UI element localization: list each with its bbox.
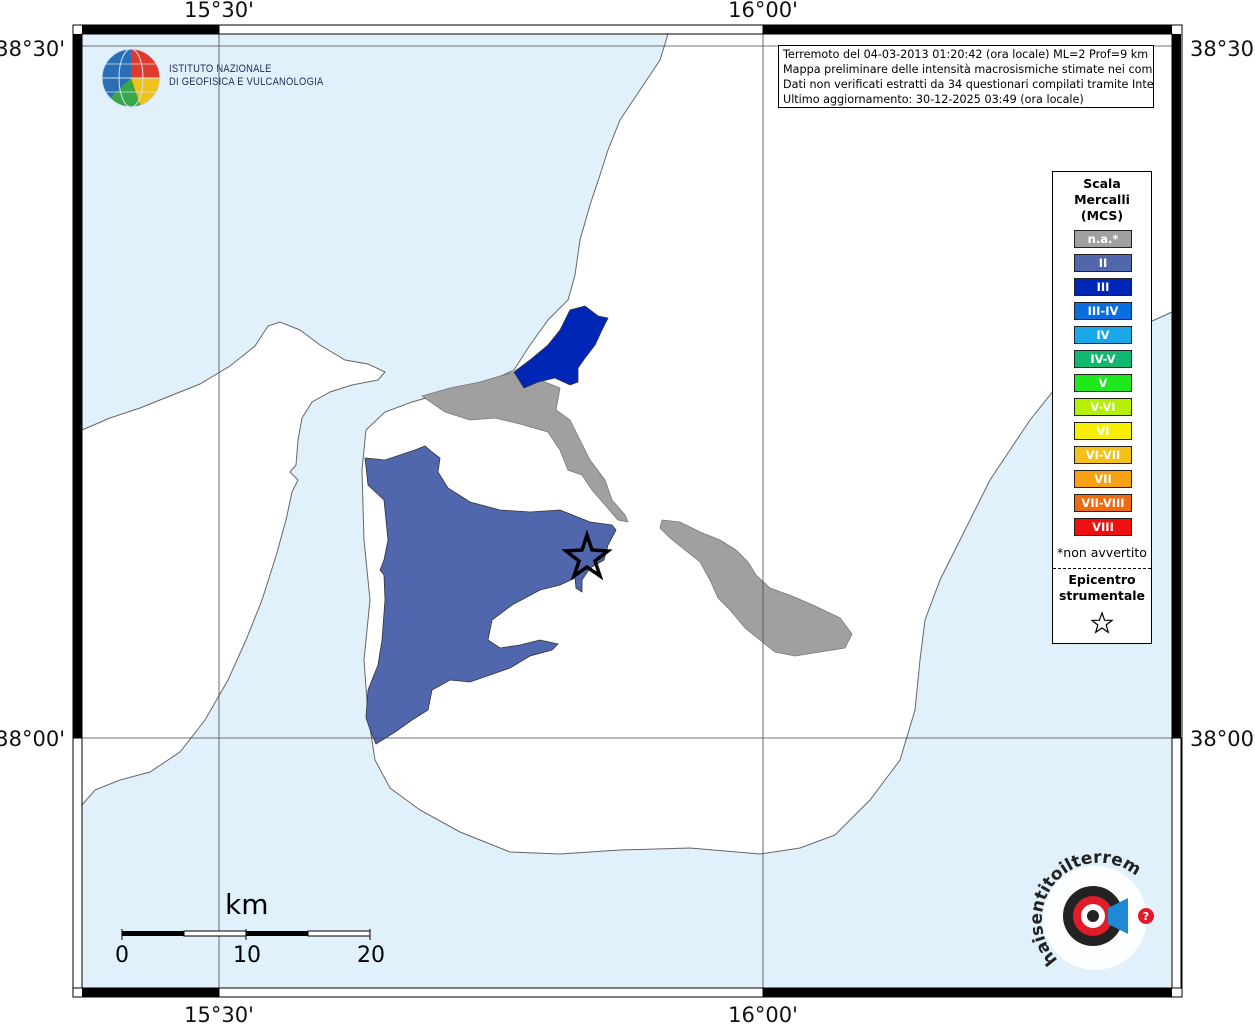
scale-unit: km xyxy=(225,888,269,921)
lon-label-top-left: 15°30' xyxy=(184,0,254,22)
legend-swatch: VI xyxy=(1074,422,1132,440)
legend-swatch: V-VI xyxy=(1074,398,1132,416)
lon-label-bottom-left: 15°30' xyxy=(184,1003,254,1024)
grey-region-east xyxy=(659,519,853,657)
legend-swatch: VIII xyxy=(1074,518,1132,536)
epicenter-legend-label: Epicentro strumentale xyxy=(1053,572,1151,604)
calabria-land xyxy=(361,33,1173,855)
ingv-logo-icon xyxy=(101,48,161,108)
legend-title-line3: (MCS) xyxy=(1080,208,1124,223)
legend-swatch: n.a.* xyxy=(1074,230,1132,248)
epicenter-line1: Epicentro xyxy=(1068,572,1136,587)
map-frame xyxy=(72,24,1183,998)
event-line-3: Dati non verificati estratti da 34 quest… xyxy=(783,78,1154,91)
not-felt-note: *non avvertito xyxy=(1057,545,1147,560)
legend-swatch: II xyxy=(1074,254,1132,272)
event-line-1: Terremoto del 04-03-2013 01:20:42 (ora l… xyxy=(783,48,1149,61)
legend-separator xyxy=(1053,568,1151,569)
legend-title: Scala Mercalli (MCS) xyxy=(1053,176,1151,224)
scale-label-0: 0 xyxy=(115,943,129,968)
legend-title-line2: Mercalli xyxy=(1074,192,1130,207)
lon-label-top-right: 16°00' xyxy=(728,0,798,22)
intensity-II-region xyxy=(364,445,617,745)
mcs-legend: Scala Mercalli (MCS) n.a.* II III III-IV IV I… xyxy=(1052,171,1152,644)
legend-swatch: IV-V xyxy=(1074,350,1132,368)
epicenter-line2: strumentale xyxy=(1058,588,1146,603)
scale-bar xyxy=(121,929,371,940)
grey-region-north xyxy=(421,371,629,523)
sicily-land xyxy=(81,321,386,807)
lat-label-left-top: 38°30' xyxy=(0,37,65,61)
scale-label-10: 10 xyxy=(233,943,261,968)
event-line-2: Mappa preliminare delle intensità macros… xyxy=(783,63,1154,76)
event-info-box: Terremoto del 04-03-2013 01:20:42 (ora l… xyxy=(778,45,1154,108)
legend-title-line1: Scala xyxy=(1083,176,1121,191)
event-line-4: Ultimo aggiornamento: 30-12-2025 03:49 (… xyxy=(783,93,1084,106)
lat-label-right-top: 38°30' xyxy=(1190,37,1255,61)
legend-swatch: VI-VII xyxy=(1074,446,1132,464)
ingv-name: ISTITUTO NAZIONALE DI GEOFISICA E VULCAN… xyxy=(169,63,323,89)
legend-swatch: VII-VIII xyxy=(1074,494,1132,512)
legend-swatch: IV xyxy=(1074,326,1132,344)
graticule xyxy=(82,34,1172,988)
legend-swatch: III-IV xyxy=(1074,302,1132,320)
lat-label-right-bottom: 38°00' xyxy=(1190,727,1255,751)
epicenter-star-icon xyxy=(561,529,613,581)
scale-label-20: 20 xyxy=(357,943,385,968)
svg-text:?: ? xyxy=(1143,910,1149,923)
ingv-line2: DI GEOFISICA E VULCANOLOGIA xyxy=(169,76,324,88)
lon-label-bottom-right: 16°00' xyxy=(728,1003,798,1024)
ingv-line1: ISTITUTO NAZIONALE xyxy=(169,63,272,75)
intensity-III-region xyxy=(513,305,609,389)
legend-swatch: III xyxy=(1074,278,1132,296)
legend-swatch: V xyxy=(1074,374,1132,392)
lat-label-left-bottom: 38°00' xyxy=(0,727,65,751)
legend-swatch: VII xyxy=(1074,470,1132,488)
legend-star-icon xyxy=(1090,611,1114,634)
